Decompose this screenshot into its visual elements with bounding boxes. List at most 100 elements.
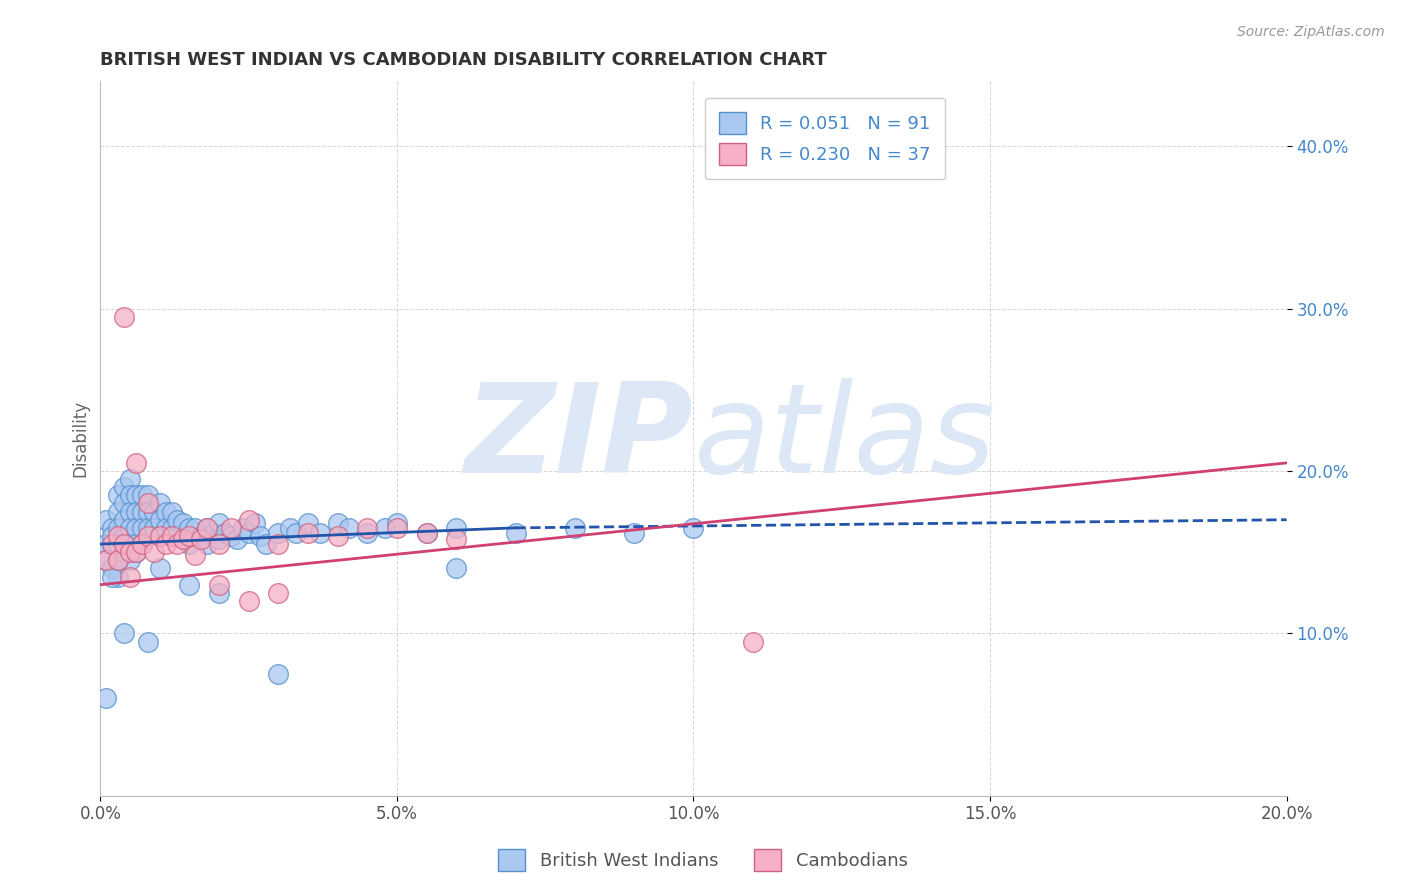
Point <box>190 529 212 543</box>
Point <box>184 549 207 563</box>
Point <box>172 516 194 530</box>
Point <box>118 569 141 583</box>
Point <box>112 513 135 527</box>
Point <box>238 594 260 608</box>
Point <box>219 529 242 543</box>
Point <box>112 529 135 543</box>
Point <box>208 537 231 551</box>
Point <box>285 525 308 540</box>
Point <box>564 521 586 535</box>
Point <box>160 529 183 543</box>
Point <box>107 505 129 519</box>
Point <box>184 521 207 535</box>
Point <box>125 545 148 559</box>
Point <box>112 545 135 559</box>
Point <box>96 537 118 551</box>
Point <box>208 586 231 600</box>
Point <box>125 456 148 470</box>
Point <box>208 516 231 530</box>
Point <box>339 521 361 535</box>
Point <box>149 496 172 510</box>
Point <box>118 537 141 551</box>
Text: ZIP: ZIP <box>465 378 693 499</box>
Point <box>179 521 201 535</box>
Point <box>118 505 141 519</box>
Point <box>415 525 437 540</box>
Point <box>179 537 201 551</box>
Point <box>195 537 218 551</box>
Point <box>160 505 183 519</box>
Point <box>254 537 277 551</box>
Point <box>125 505 148 519</box>
Point <box>101 521 124 535</box>
Point <box>118 545 141 559</box>
Point <box>112 496 135 510</box>
Point <box>125 521 148 535</box>
Point <box>112 537 135 551</box>
Point <box>131 537 153 551</box>
Point <box>415 525 437 540</box>
Point <box>326 516 349 530</box>
Text: atlas: atlas <box>693 378 995 499</box>
Point <box>195 521 218 535</box>
Point <box>96 553 118 567</box>
Point <box>136 505 159 519</box>
Point <box>149 513 172 527</box>
Point <box>131 537 153 551</box>
Point <box>96 553 118 567</box>
Point <box>243 516 266 530</box>
Point <box>112 310 135 324</box>
Y-axis label: Disability: Disability <box>72 400 89 477</box>
Point <box>444 521 467 535</box>
Point <box>308 525 330 540</box>
Point <box>112 480 135 494</box>
Point <box>166 537 188 551</box>
Point <box>208 533 231 547</box>
Point <box>107 553 129 567</box>
Point <box>107 553 129 567</box>
Point <box>179 529 201 543</box>
Point <box>249 529 271 543</box>
Point <box>232 521 254 535</box>
Point <box>444 561 467 575</box>
Point <box>202 525 225 540</box>
Point <box>155 521 177 535</box>
Point <box>297 516 319 530</box>
Point <box>131 521 153 535</box>
Point <box>214 525 236 540</box>
Point <box>505 525 527 540</box>
Point <box>326 529 349 543</box>
Point <box>623 525 645 540</box>
Point <box>385 516 408 530</box>
Point <box>118 521 141 535</box>
Point <box>160 521 183 535</box>
Point <box>131 488 153 502</box>
Point <box>172 533 194 547</box>
Point <box>267 586 290 600</box>
Point <box>136 521 159 535</box>
Point <box>125 488 148 502</box>
Point <box>444 533 467 547</box>
Point <box>238 525 260 540</box>
Point <box>225 533 247 547</box>
Point <box>136 634 159 648</box>
Point <box>155 537 177 551</box>
Point <box>107 488 129 502</box>
Point <box>136 529 159 543</box>
Point <box>267 667 290 681</box>
Point <box>107 537 129 551</box>
Point <box>101 537 124 551</box>
Point <box>107 529 129 543</box>
Point <box>125 537 148 551</box>
Point <box>385 521 408 535</box>
Point <box>238 513 260 527</box>
Point <box>118 488 141 502</box>
Point <box>278 521 301 535</box>
Point <box>107 521 129 535</box>
Point <box>107 553 129 567</box>
Point <box>190 533 212 547</box>
Point <box>131 505 153 519</box>
Point <box>179 577 201 591</box>
Point <box>356 521 378 535</box>
Point <box>112 626 135 640</box>
